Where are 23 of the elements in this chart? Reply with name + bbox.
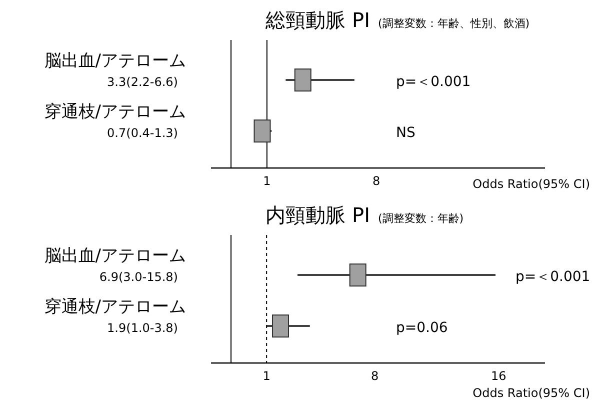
y-tick-label: 穿通枝/アテローム: [44, 297, 186, 317]
x-tick-label: 1: [262, 369, 270, 383]
x-tick-label: 8: [372, 174, 380, 188]
annotation: NS: [396, 125, 416, 141]
data-label: 0.7(0.4-1.3): [107, 126, 178, 140]
annotation: p=＜0.001: [396, 74, 471, 90]
data-label: 3.3(2.2-6.6): [107, 75, 178, 89]
data-label: 1.9(1.0-3.8): [107, 321, 178, 335]
y-tick-label: 脳出血/アテローム: [44, 246, 186, 266]
annotation: p=＜0.001: [516, 269, 590, 285]
y-tick-label: 穿通枝/アテローム: [44, 102, 186, 122]
chart-title: 内頸動脈 PI: [266, 203, 370, 227]
x-tick-label: 8: [371, 369, 379, 383]
data-label: 6.9(3.0-15.8): [99, 270, 178, 284]
chart-subtitle: (調整変数：年齢、性別、飲酒): [378, 17, 530, 30]
y-tick-label: 脳出血/アテローム: [44, 51, 186, 71]
x-tick-label: 16: [490, 369, 506, 383]
x-axis-title: Odds Ratio(95% CI): [472, 386, 590, 400]
x-tick-label: 1: [263, 174, 271, 188]
chart-title: 総頸動脈 PI: [264, 8, 370, 32]
x-axis-title: Odds Ratio(95% CI): [472, 177, 590, 191]
annotation: p=0.06: [396, 320, 448, 336]
chart-subtitle: (調整変数：年齢): [378, 212, 464, 225]
